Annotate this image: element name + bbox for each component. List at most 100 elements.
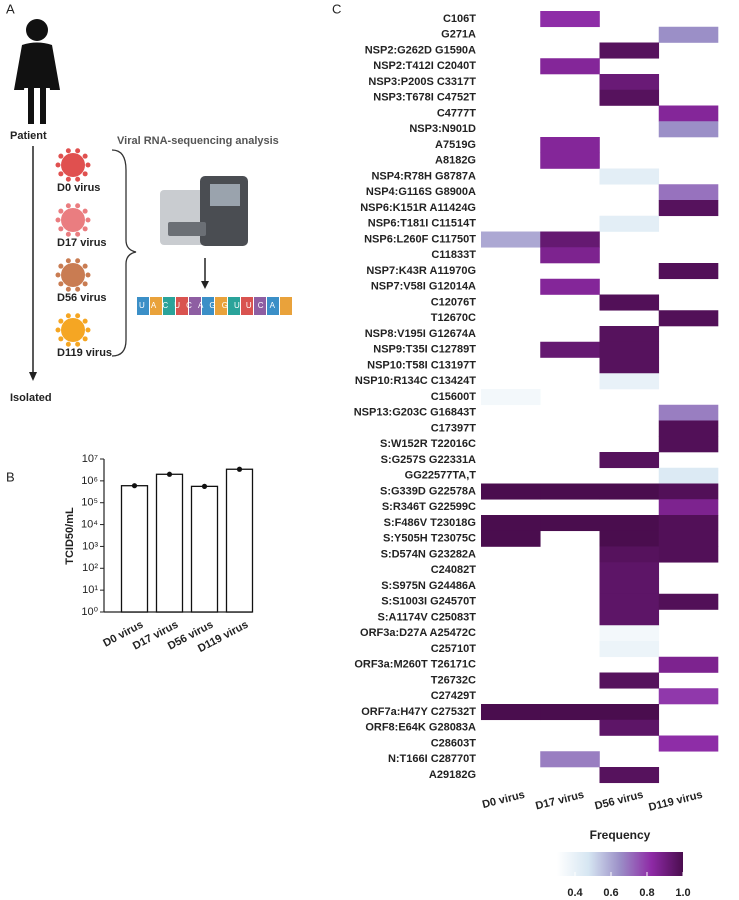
spike bbox=[75, 341, 81, 347]
base-block bbox=[150, 297, 162, 315]
row-label: NSP2:T412I C2040T bbox=[373, 60, 476, 72]
heat-cell bbox=[540, 137, 600, 154]
spike bbox=[82, 171, 88, 177]
spike bbox=[82, 263, 88, 269]
heat-cell bbox=[658, 310, 719, 327]
row-label: NSP9:T35I C12789T bbox=[373, 344, 476, 356]
heat-cell bbox=[599, 530, 660, 547]
heat-cell bbox=[658, 404, 719, 421]
heat-cell bbox=[599, 704, 660, 721]
virus-label: D17 virus bbox=[57, 237, 107, 249]
panel-label: A bbox=[6, 1, 15, 16]
row-label: C24082T bbox=[431, 564, 477, 576]
spike bbox=[65, 258, 71, 264]
heat-cell bbox=[599, 593, 660, 610]
heat-cell bbox=[599, 452, 660, 469]
spike bbox=[85, 327, 91, 333]
heat-cell bbox=[540, 278, 600, 295]
row-label: A29182G bbox=[429, 769, 476, 781]
spike bbox=[82, 208, 88, 214]
heat-cell bbox=[599, 562, 660, 579]
heat-cell bbox=[658, 735, 719, 752]
column-label: D119 virus bbox=[647, 789, 703, 814]
spike bbox=[58, 226, 64, 232]
heat-cell bbox=[540, 751, 600, 768]
spike bbox=[75, 313, 81, 319]
spike bbox=[82, 153, 88, 159]
data-point bbox=[201, 483, 208, 489]
spike bbox=[82, 336, 88, 342]
row-label: S:A1174V C25083T bbox=[378, 611, 477, 623]
row-label: N:T166I C28770T bbox=[388, 753, 476, 765]
row-label: ORF3a:M260T T26171C bbox=[354, 659, 476, 671]
row-label: S:F486V T23018G bbox=[384, 517, 476, 529]
spike bbox=[75, 258, 81, 264]
heat-cell bbox=[481, 515, 541, 532]
row-label: NSP4:R78H G8787A bbox=[371, 170, 476, 182]
row-label: G271A bbox=[441, 29, 476, 41]
spike bbox=[65, 341, 71, 347]
row-label: S:D574N G23282A bbox=[381, 548, 476, 560]
virus-icon bbox=[55, 148, 91, 182]
spike bbox=[75, 231, 81, 237]
row-label: ORF7a:H47Y C27532T bbox=[361, 706, 476, 718]
heat-cell bbox=[481, 704, 541, 721]
row-label: NSP7:K43R A11970G bbox=[366, 265, 476, 277]
heat-cell bbox=[599, 294, 660, 311]
spike bbox=[58, 281, 64, 287]
spike bbox=[75, 286, 81, 292]
colorbar-tick-label: 0.6 bbox=[603, 887, 618, 899]
heat-cell bbox=[658, 184, 719, 201]
spike bbox=[58, 336, 64, 342]
y-tick-label: 10¹ bbox=[82, 584, 98, 596]
heat-cell bbox=[658, 420, 719, 437]
row-label: S:Y505H T23075C bbox=[383, 533, 476, 545]
virus-body bbox=[61, 153, 85, 177]
heat-cell bbox=[599, 357, 660, 374]
row-label: NSP2:G262D G1590A bbox=[365, 44, 476, 56]
row-label: NSP3:N901D bbox=[409, 123, 476, 135]
heat-cell bbox=[658, 467, 719, 484]
row-label: C17397T bbox=[431, 422, 477, 434]
virus-body bbox=[61, 263, 85, 287]
heat-cell bbox=[481, 389, 541, 406]
heat-cell bbox=[540, 247, 600, 264]
spike bbox=[82, 281, 88, 287]
colorbar-tick-label: 0.8 bbox=[639, 887, 654, 899]
base-block bbox=[254, 297, 266, 315]
arrow-head bbox=[201, 281, 209, 289]
bar bbox=[190, 485, 219, 613]
data-point bbox=[236, 466, 243, 472]
y-axis-label: TCID50/mL bbox=[64, 507, 76, 565]
heat-cell bbox=[599, 672, 660, 689]
spike bbox=[55, 327, 61, 333]
heat-cell bbox=[481, 231, 541, 248]
heat-cell bbox=[540, 231, 600, 248]
colorbar bbox=[557, 852, 683, 876]
brace bbox=[111, 149, 137, 357]
heat-cell bbox=[658, 26, 719, 43]
isolated-label: Isolated bbox=[10, 392, 52, 404]
base-block bbox=[189, 297, 201, 315]
row-label: S:S975N G24486A bbox=[381, 580, 476, 592]
row-label: NSP10:R134C C13424T bbox=[355, 375, 476, 387]
base-block bbox=[215, 297, 227, 315]
spike bbox=[65, 148, 71, 154]
heat-cell bbox=[540, 11, 600, 28]
sequence: UACUCAGGUUCA bbox=[139, 301, 281, 310]
colorbar-tick-label: 0.4 bbox=[567, 887, 583, 899]
heat-cell bbox=[658, 546, 719, 563]
patient-icon bbox=[14, 19, 60, 124]
virus-label: D0 virus bbox=[57, 182, 100, 194]
heat-cell bbox=[599, 578, 660, 595]
heat-cell bbox=[540, 704, 600, 721]
row-label: NSP3:P200S C3317T bbox=[368, 76, 476, 88]
heat-cell bbox=[599, 215, 660, 232]
column-label: D17 virus bbox=[534, 789, 585, 813]
arrow-head bbox=[29, 372, 37, 381]
heat-cell bbox=[599, 373, 660, 390]
row-label: GG22577TA,T bbox=[405, 470, 477, 482]
panel-label: C bbox=[332, 1, 341, 16]
sequence-blocks bbox=[137, 297, 292, 315]
row-label: S:R346T G22599C bbox=[382, 501, 476, 513]
